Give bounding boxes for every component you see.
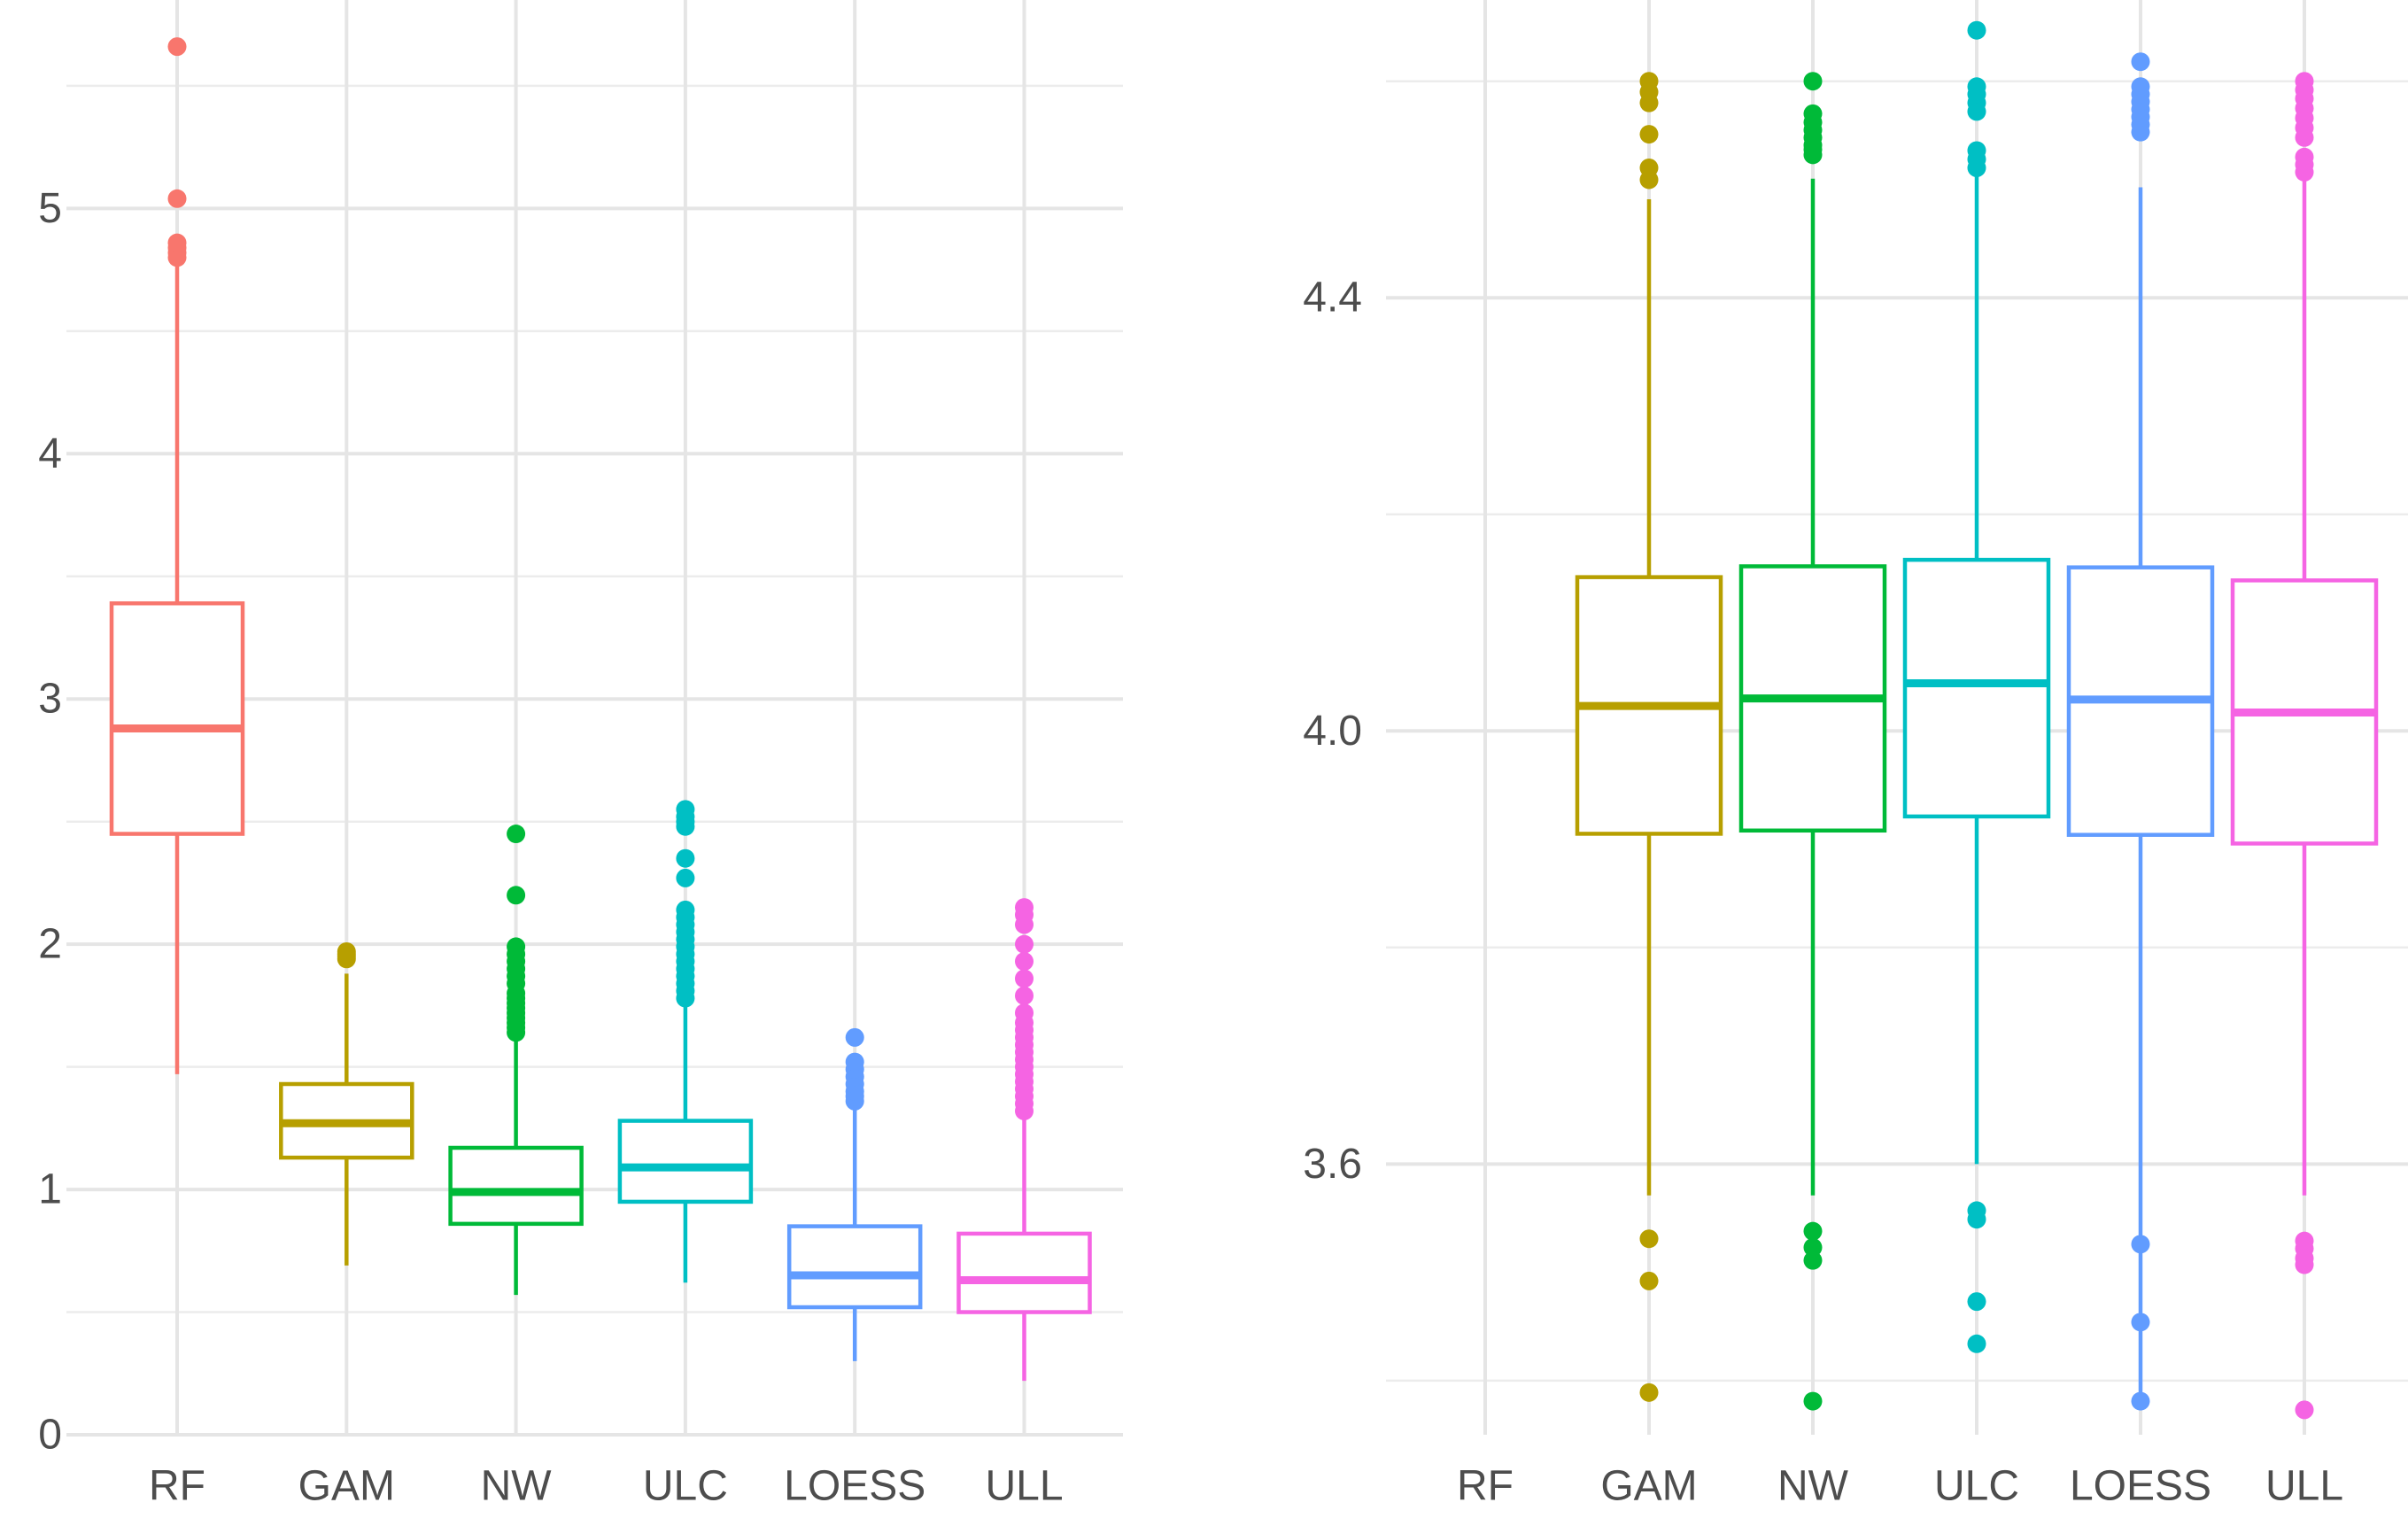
outlier-point <box>1015 898 1034 918</box>
outlier-point <box>1015 952 1034 972</box>
outlier-point <box>1639 1271 1659 1290</box>
box <box>1902 557 2051 819</box>
outlier-point <box>1967 1334 1986 1353</box>
outlier-point <box>676 800 695 819</box>
y-tick-label: 2 <box>38 921 62 968</box>
outlier-point <box>1967 77 1986 97</box>
outlier-point <box>676 868 695 887</box>
outlier-point <box>1015 934 1034 954</box>
outlier-point <box>2295 1231 2314 1251</box>
y-tick-label: 0 <box>38 1412 62 1459</box>
outlier-point <box>1803 1237 1823 1257</box>
outlier-point <box>167 233 187 252</box>
outlier-point <box>1639 1382 1659 1402</box>
x-tick-label: GAM <box>298 1463 395 1510</box>
x-tick-label: ULL <box>985 1463 1063 1510</box>
outlier-point <box>845 1027 864 1047</box>
outlier-point <box>1015 969 1034 988</box>
box <box>956 1231 1092 1314</box>
outlier-point <box>1803 1251 1823 1270</box>
y-tick-label: 1 <box>38 1166 62 1213</box>
outlier-point <box>1639 1229 1659 1249</box>
outlier-point <box>2131 1391 2150 1411</box>
box <box>617 1119 754 1204</box>
outlier-point <box>1967 20 1986 40</box>
outlier-point <box>676 848 695 868</box>
y-tick-label: 5 <box>38 185 62 232</box>
outlier-point <box>845 1052 864 1072</box>
outlier-point <box>167 37 187 57</box>
x-tick-label: RF <box>1457 1463 1514 1510</box>
outlier-point <box>1967 1201 1986 1220</box>
outlier-point <box>1967 141 1986 160</box>
outlier-point <box>1015 986 1034 1005</box>
outlier-point <box>1803 1391 1823 1411</box>
outlier-point <box>337 941 356 961</box>
x-tick-label: RF <box>149 1463 205 1510</box>
outlier-point <box>2131 1235 2150 1254</box>
y-tick-label: 3.6 <box>1303 1141 1362 1188</box>
box <box>786 1224 923 1310</box>
outlier-point <box>1967 1292 1986 1312</box>
outlier-point <box>1639 159 1659 178</box>
right-boxplot-panel: 3.6 4.0 4.4 RF GAM NW ULC LOESS ULL <box>1303 0 2408 1510</box>
outlier-point <box>507 886 526 905</box>
x-tick-label: NW <box>481 1463 553 1510</box>
x-tick-label: ULL <box>2265 1463 2343 1510</box>
outlier-point <box>167 189 187 208</box>
outlier-point <box>2295 1400 2314 1420</box>
outlier-point <box>1803 72 1823 91</box>
x-tick-label: ULC <box>1934 1463 2019 1510</box>
x-tick-label: NW <box>1777 1463 1849 1510</box>
outlier-point <box>2295 72 2314 91</box>
left-boxplot-panel: 0 1 2 3 4 5 RF GAM NW ULC LOESS ULL <box>38 0 1123 1510</box>
outlier-point <box>2131 77 2150 97</box>
outlier-point <box>2295 147 2314 167</box>
outlier-point <box>1639 125 1659 144</box>
outlier-point <box>507 825 526 844</box>
box <box>448 1145 584 1227</box>
outlier-point <box>676 900 695 919</box>
outlier-point <box>507 937 526 956</box>
x-tick-label: LOESS <box>2070 1463 2211 1510</box>
outlier-point <box>2131 52 2150 72</box>
outlier-point <box>2131 1313 2150 1332</box>
box <box>109 600 245 836</box>
x-tick-label: GAM <box>1600 1463 1697 1510</box>
outlier-point <box>1803 104 1823 123</box>
x-tick-label: ULC <box>643 1463 728 1510</box>
y-tick-label: 4 <box>38 430 62 477</box>
y-tick-label: 4.0 <box>1303 708 1362 755</box>
outlier-point <box>1639 72 1659 91</box>
x-tick-label: LOESS <box>784 1463 925 1510</box>
outlier-point <box>1803 1221 1823 1241</box>
y-tick-label: 3 <box>38 676 62 723</box>
y-tick-label: 4.4 <box>1303 275 1362 321</box>
outlier-point <box>1015 1003 1034 1023</box>
